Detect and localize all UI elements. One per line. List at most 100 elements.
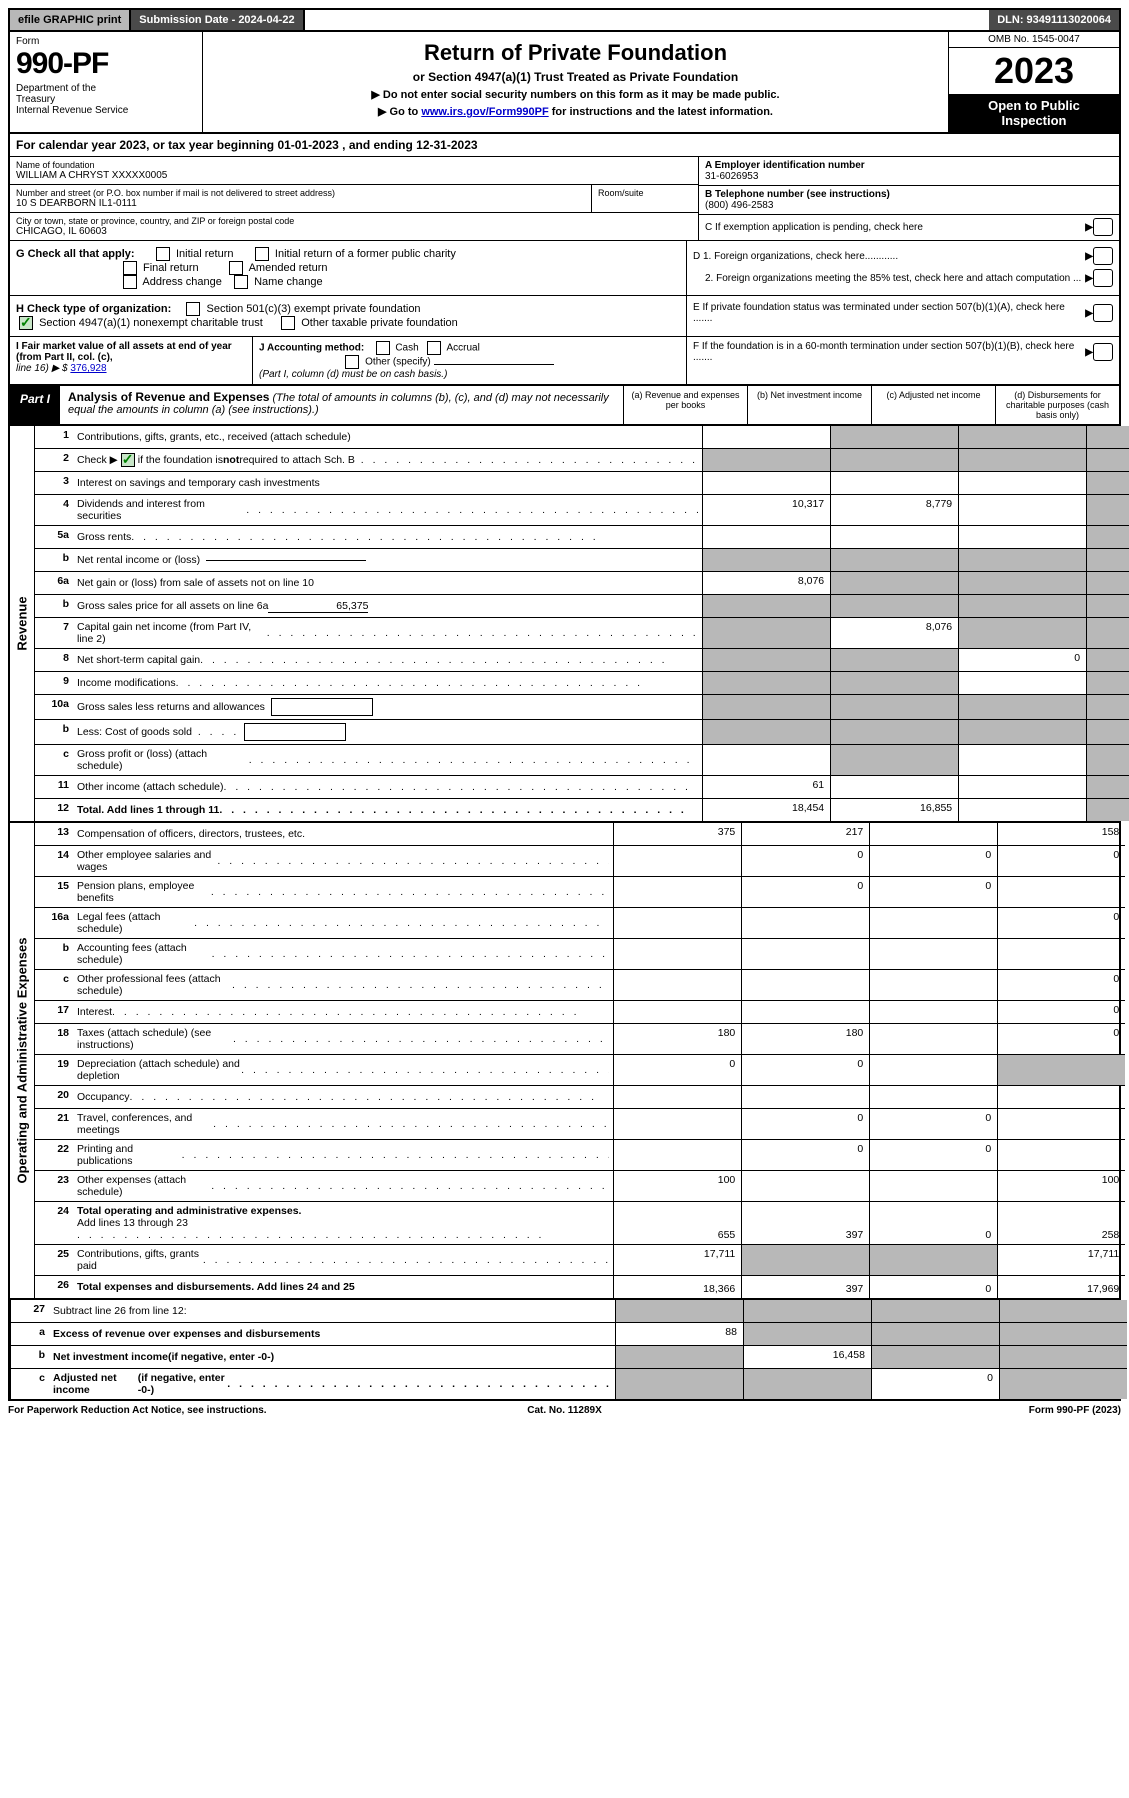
- l26-c: 0: [869, 1276, 997, 1298]
- form-title: Return of Private Foundation: [211, 40, 940, 66]
- l10a-desc: Gross sales less returns and allowances: [73, 695, 702, 719]
- chk-name-change[interactable]: [234, 275, 248, 289]
- chk-addr-change[interactable]: [123, 275, 137, 289]
- l6b-desc: Gross sales price for all assets on line…: [73, 595, 702, 617]
- l6a-a: 8,076: [702, 572, 830, 594]
- chk-initial-former[interactable]: [255, 247, 269, 261]
- room-label: Room/suite: [598, 188, 698, 198]
- addr-label: Number and street (or P.O. box number if…: [16, 188, 591, 198]
- l1-desc: Contributions, gifts, grants, etc., rece…: [73, 426, 702, 448]
- l12-a: 18,454: [702, 799, 830, 821]
- address-cell: Number and street (or P.O. box number if…: [10, 185, 698, 213]
- l22-b: 0: [741, 1140, 869, 1170]
- omb-no: OMB No. 1545-0047: [949, 32, 1119, 48]
- l18-b: 180: [741, 1024, 869, 1054]
- chk-other-tax[interactable]: [281, 316, 295, 330]
- l21-b: 0: [741, 1109, 869, 1139]
- efile-label[interactable]: efile GRAPHIC print: [10, 10, 131, 30]
- line-13: 13Compensation of officers, directors, t…: [35, 823, 1125, 845]
- arrow-icon: ▶: [1085, 273, 1093, 284]
- ein-label: A Employer identification number: [705, 160, 865, 171]
- instr2-post: for instructions and the latest informat…: [549, 106, 773, 118]
- l12-desc: Total. Add lines 1 through 11: [73, 799, 702, 821]
- tax-year: 2023: [949, 48, 1119, 94]
- arrow-icon: ▶: [1085, 222, 1093, 233]
- l14-d: 0: [997, 846, 1125, 876]
- lbl-cash: Cash: [395, 343, 418, 354]
- checkbox-c[interactable]: [1093, 218, 1113, 236]
- line-4: 4Dividends and interest from securities1…: [35, 494, 1129, 525]
- fmv-value[interactable]: 376,928: [70, 363, 106, 374]
- calendar-year: For calendar year 2023, or tax year begi…: [8, 134, 1121, 157]
- line-27c: cAdjusted net income (if negative, enter…: [11, 1368, 1127, 1399]
- chk-initial[interactable]: [156, 247, 170, 261]
- ein-value: 31-6026953: [705, 171, 758, 182]
- j-label: J Accounting method:: [259, 343, 364, 354]
- i-label: I Fair market value of all assets at end…: [16, 341, 232, 363]
- line-20: 20Occupancy: [35, 1085, 1125, 1108]
- side-exp-text: Operating and Administrative Expenses: [15, 938, 30, 1184]
- l26-a: 18,366: [613, 1276, 741, 1298]
- line-10c: cGross profit or (loss) (attach schedule…: [35, 744, 1129, 775]
- side-rev-text: Revenue: [15, 596, 30, 650]
- f-label: F If the foundation is in a 60-month ter…: [693, 341, 1085, 363]
- spacer: [305, 10, 990, 30]
- check-block-h: H Check type of organization: Section 50…: [8, 296, 1121, 337]
- l5b-desc: Net rental income or (loss): [73, 549, 702, 571]
- lbl-initial-former: Initial return of a former public charit…: [275, 248, 456, 260]
- chk-d2[interactable]: [1093, 269, 1113, 287]
- l27a-a: 88: [615, 1323, 743, 1345]
- l16a-desc: Legal fees (attach schedule): [73, 908, 613, 938]
- foundation-name-cell: Name of foundation WILLIAM A CHRYST XXXX…: [10, 157, 698, 185]
- chk-4947[interactable]: [19, 316, 33, 330]
- side-expenses: Operating and Administrative Expenses: [10, 823, 35, 1298]
- chk-other-spec[interactable]: [345, 355, 359, 369]
- l23-d: 100: [997, 1171, 1125, 1201]
- instr2-pre: ▶ Go to: [378, 106, 421, 118]
- expenses-table: Operating and Administrative Expenses 13…: [8, 823, 1121, 1300]
- l16b-desc: Accounting fees (attach schedule): [73, 939, 613, 969]
- col-c-header: (c) Adjusted net income: [871, 386, 995, 424]
- l26-d: 17,969: [997, 1276, 1125, 1298]
- side-revenue: Revenue: [10, 426, 35, 821]
- h-label: H Check type of organization:: [16, 303, 171, 315]
- e-section: E If private foundation status was termi…: [686, 296, 1119, 336]
- chk-501c3[interactable]: [186, 302, 200, 316]
- line-9: 9Income modifications: [35, 671, 1129, 694]
- l4-a: 10,317: [702, 495, 830, 525]
- d2-label: 2. Foreign organizations meeting the 85%…: [693, 273, 1085, 284]
- name-label: Name of foundation: [16, 160, 692, 170]
- chk-cash[interactable]: [376, 341, 390, 355]
- line-11: 11Other income (attach schedule)61: [35, 775, 1129, 798]
- chk-f[interactable]: [1093, 343, 1113, 361]
- l14-desc: Other employee salaries and wages: [73, 846, 613, 876]
- line-27b: bNet investment income (if negative, ent…: [11, 1345, 1127, 1368]
- line-6b: bGross sales price for all assets on lin…: [35, 594, 1129, 617]
- chk-schb[interactable]: [121, 453, 135, 467]
- top-bar: efile GRAPHIC print Submission Date - 20…: [8, 8, 1121, 32]
- l11-desc: Other income (attach schedule): [73, 776, 702, 798]
- l17-desc: Interest: [73, 1001, 613, 1023]
- l26-desc: Total expenses and disbursements. Add li…: [73, 1276, 613, 1298]
- line-1: 1Contributions, gifts, grants, etc., rec…: [35, 426, 1129, 448]
- line27-rows: 27Subtract line 26 from line 12: aExcess…: [11, 1300, 1127, 1399]
- l15-c: 0: [869, 877, 997, 907]
- fmv-note: (Part I, column (d) must be on cash basi…: [259, 369, 447, 380]
- line-12: 12Total. Add lines 1 through 1118,45416,…: [35, 798, 1129, 821]
- submission-date: Submission Date - 2024-04-22: [131, 10, 304, 30]
- header-left: Form 990-PF Department of theTreasuryInt…: [10, 32, 203, 132]
- line-27: 27Subtract line 26 from line 12:: [11, 1300, 1127, 1322]
- l27c-c: 0: [871, 1369, 999, 1399]
- irs-link[interactable]: www.irs.gov/Form990PF: [421, 106, 548, 118]
- line-16a: 16aLegal fees (attach schedule)0: [35, 907, 1125, 938]
- l13-b: 217: [741, 823, 869, 845]
- chk-e[interactable]: [1093, 304, 1113, 322]
- chk-amended[interactable]: [229, 261, 243, 275]
- line-26: 26Total expenses and disbursements. Add …: [35, 1275, 1125, 1298]
- chk-accrual[interactable]: [427, 341, 441, 355]
- chk-d1[interactable]: [1093, 247, 1113, 265]
- chk-final[interactable]: [123, 261, 137, 275]
- l27-desc: Subtract line 26 from line 12:: [49, 1300, 615, 1322]
- g-section: G Check all that apply: Initial return I…: [10, 241, 686, 295]
- form-header: Form 990-PF Department of theTreasuryInt…: [8, 32, 1121, 134]
